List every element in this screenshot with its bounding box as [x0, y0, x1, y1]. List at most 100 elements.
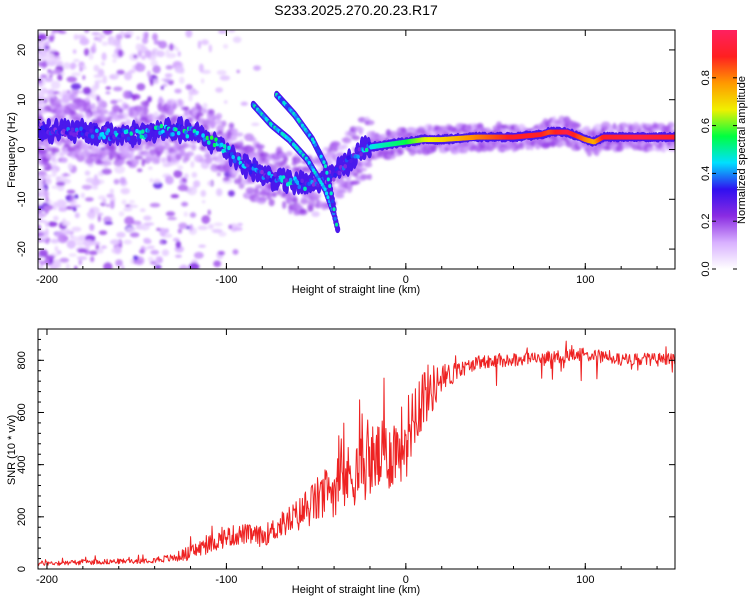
spectrogram-halo-blob — [216, 171, 221, 177]
spectrogram-ridge-core — [222, 144, 227, 149]
spectrogram-noise-blob — [134, 63, 146, 72]
spectrogram-noise-blob — [236, 69, 240, 74]
spectrogram-ridge-core — [143, 133, 148, 138]
spectrogram-ridge-core — [333, 173, 337, 178]
spectrogram-noise-blob — [207, 209, 211, 216]
spectrogram-halo-blob — [43, 98, 48, 104]
spectrogram-branch-outer — [335, 225, 341, 234]
spectrogram-noise-blob — [62, 173, 69, 177]
spectrogram-ridge-core — [231, 154, 236, 160]
spectrogram-noise-blob — [174, 65, 185, 74]
spectrogram-x-label: Height of straight line (km) — [292, 284, 420, 296]
spectrogram-ridge-core — [195, 130, 200, 136]
spectrogram-halo-blob — [285, 164, 291, 171]
spectrogram-noise-blob — [181, 177, 188, 183]
spectrogram-ridge-core — [287, 181, 292, 186]
spectrogram-noise-blob — [216, 188, 223, 197]
spectrogram-x-tick-label: 100 — [576, 274, 594, 286]
spectrogram-noise-blob — [143, 222, 155, 226]
spectrogram-noise-blob — [38, 31, 42, 35]
spectrogram-halo-blob — [333, 147, 338, 153]
spectrogram-halo-blob — [205, 156, 213, 165]
spectrogram-ridge-core — [271, 175, 276, 181]
spectrogram-ridge-core — [268, 177, 273, 183]
spectrogram-halo-blob — [164, 142, 171, 150]
spectrogram-ridge-outer — [132, 135, 138, 146]
spectrogram-noise-blob — [177, 184, 189, 192]
spectrogram-noise-blob — [80, 192, 85, 199]
spectrogram-noise-blob — [136, 36, 140, 40]
spectrogram-noise-blob — [73, 58, 80, 63]
spectrogram-noise-blob — [38, 33, 48, 41]
spectrogram-noise-blob — [164, 73, 173, 78]
spectrogram-noise-blob — [158, 40, 168, 49]
spectrogram-noise-blob — [70, 83, 82, 90]
spectrogram-noise-blob — [67, 162, 73, 171]
snr-x-tick-label: 0 — [403, 574, 409, 586]
spectrogram-ridge-core — [159, 123, 164, 129]
spectrogram-halo-blob — [50, 155, 56, 163]
spectrogram-noise-blob — [165, 65, 174, 70]
spectrogram-noise-blob — [208, 223, 214, 230]
spectrogram-noise-blob — [45, 196, 49, 203]
spectrogram-halo-blob — [203, 123, 210, 132]
spectrogram-ridge-outer — [243, 166, 248, 180]
spectrogram-branch-core — [323, 187, 327, 192]
spectrogram-noise-blob — [116, 231, 126, 238]
spectrogram-noise-blob — [131, 94, 137, 101]
spectrogram-noise-blob — [150, 60, 158, 67]
spectrogram-halo-blob — [282, 201, 287, 210]
spectrogram-noise-blob — [46, 72, 52, 76]
spectrogram-ridge-core — [73, 132, 78, 137]
spectrogram-noise-blob — [58, 206, 68, 212]
spectrogram-noise-blob — [213, 260, 222, 268]
spectrogram-halo-blob — [299, 208, 307, 214]
spectrogram-halo-blob — [228, 122, 235, 128]
spectrogram-noise-blob — [110, 99, 118, 105]
spectrogram-halo-blob — [307, 206, 314, 212]
spectrogram-noise-blob — [121, 199, 127, 205]
spectrogram-noise-blob — [167, 216, 177, 221]
spectrogram-branch-core — [325, 170, 329, 175]
spectrogram-noise-blob — [102, 30, 113, 35]
spectrogram-halo-blob — [185, 151, 195, 157]
spectrogram-branch-core — [328, 184, 332, 189]
spectrogram-noise-blob — [66, 239, 76, 249]
spectrogram-noise-blob — [123, 239, 132, 245]
spectrogram-ridge-core — [296, 180, 300, 186]
spectrogram-noise-blob — [50, 80, 61, 90]
spectrogram-noise-blob — [150, 249, 160, 255]
spectrogram-noise-blob — [120, 187, 130, 195]
spectrogram-y-tick-label: 0 — [16, 146, 28, 152]
spectrogram-noise-blob — [183, 173, 189, 179]
spectrogram-noise-blob — [51, 168, 57, 178]
spectrogram-noise-blob — [64, 220, 71, 227]
spectrogram-halo-blob — [244, 146, 249, 152]
snr-x-ticks: -200 -100 0 100 — [36, 329, 658, 586]
spectrogram-halo-blob — [271, 191, 278, 197]
spectrogram-noise-blob — [66, 89, 71, 94]
spectrogram-noise-blob — [116, 69, 125, 75]
spectrogram-noise-blob — [68, 253, 77, 257]
spectrogram-noise-blob — [178, 222, 188, 230]
spectrogram-noise-blob — [61, 94, 71, 104]
spectrogram-halo-blob — [118, 158, 126, 165]
spectrogram-halo-blob — [61, 157, 68, 164]
spectrogram-noise-blob — [169, 43, 174, 51]
spectrogram-halo-blob — [136, 105, 146, 114]
spectrogram-halo-blob — [197, 105, 203, 113]
spectrogram-noise-blob — [38, 253, 41, 263]
spectrogram-noise-blob — [185, 30, 193, 38]
spectrogram-noise-blob — [177, 51, 181, 57]
spectrogram-noise-blob — [240, 101, 248, 106]
spectrogram-branch-core — [326, 177, 330, 182]
spectrogram-noise-blob — [38, 61, 47, 68]
spectrogram-noise-blob — [69, 62, 77, 70]
colorbar-tick-label: 0.0 — [700, 261, 712, 276]
spectrogram-halo-blob — [346, 185, 353, 194]
spectrogram-noise-blob — [48, 35, 55, 40]
spectrogram-halo-blob — [172, 102, 178, 110]
spectrogram-noise-blob — [52, 201, 58, 211]
spectrogram-halo-blob — [255, 144, 265, 150]
spectrogram-noise-blob — [51, 69, 62, 75]
